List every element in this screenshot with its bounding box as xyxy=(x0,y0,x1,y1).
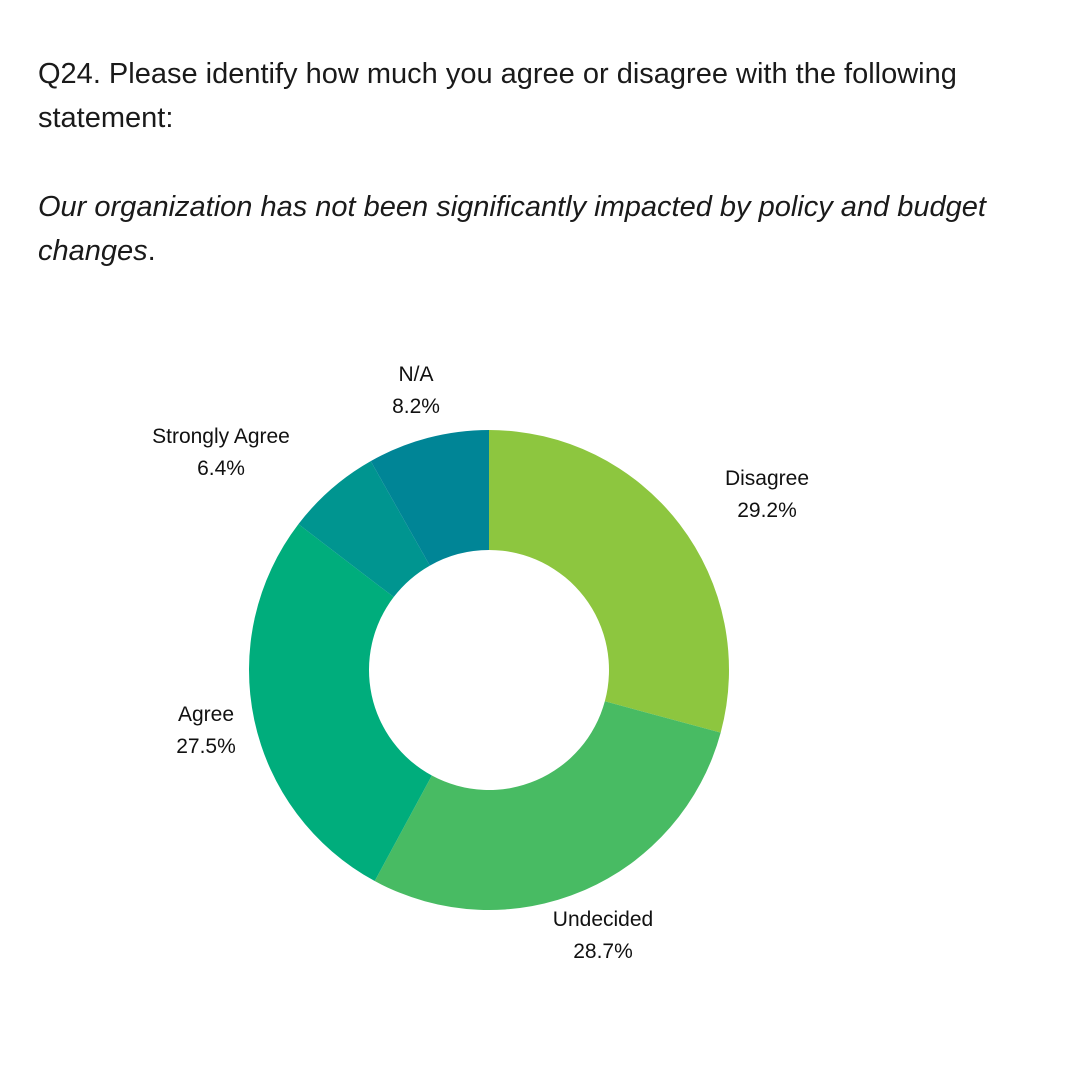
label-n-a: N/A xyxy=(398,363,433,386)
value-label-undecided: 28.7% xyxy=(573,940,633,963)
slice-agree xyxy=(248,524,432,882)
value-label-n-a: 8.2% xyxy=(392,395,440,418)
label-undecided: Undecided xyxy=(553,908,653,931)
label-strongly-agree: Strongly Agree xyxy=(152,425,290,448)
label-agree: Agree xyxy=(178,703,234,726)
value-label-strongly-agree: 6.4% xyxy=(197,457,245,480)
statement-period: . xyxy=(147,235,156,267)
statement-text: Our organization has not been significan… xyxy=(38,185,1038,273)
value-label-agree: 27.5% xyxy=(176,735,236,758)
value-label-disagree: 29.2% xyxy=(737,499,797,522)
slice-n-a xyxy=(370,430,489,566)
question-text: Q24. Please identify how much you agree … xyxy=(38,58,957,134)
slice-disagree xyxy=(489,430,729,733)
label-disagree: Disagree xyxy=(725,467,809,490)
statement-italic: Our organization has not been significan… xyxy=(38,191,986,267)
slice-undecided xyxy=(374,701,721,911)
slice-strongly-agree xyxy=(298,461,430,598)
